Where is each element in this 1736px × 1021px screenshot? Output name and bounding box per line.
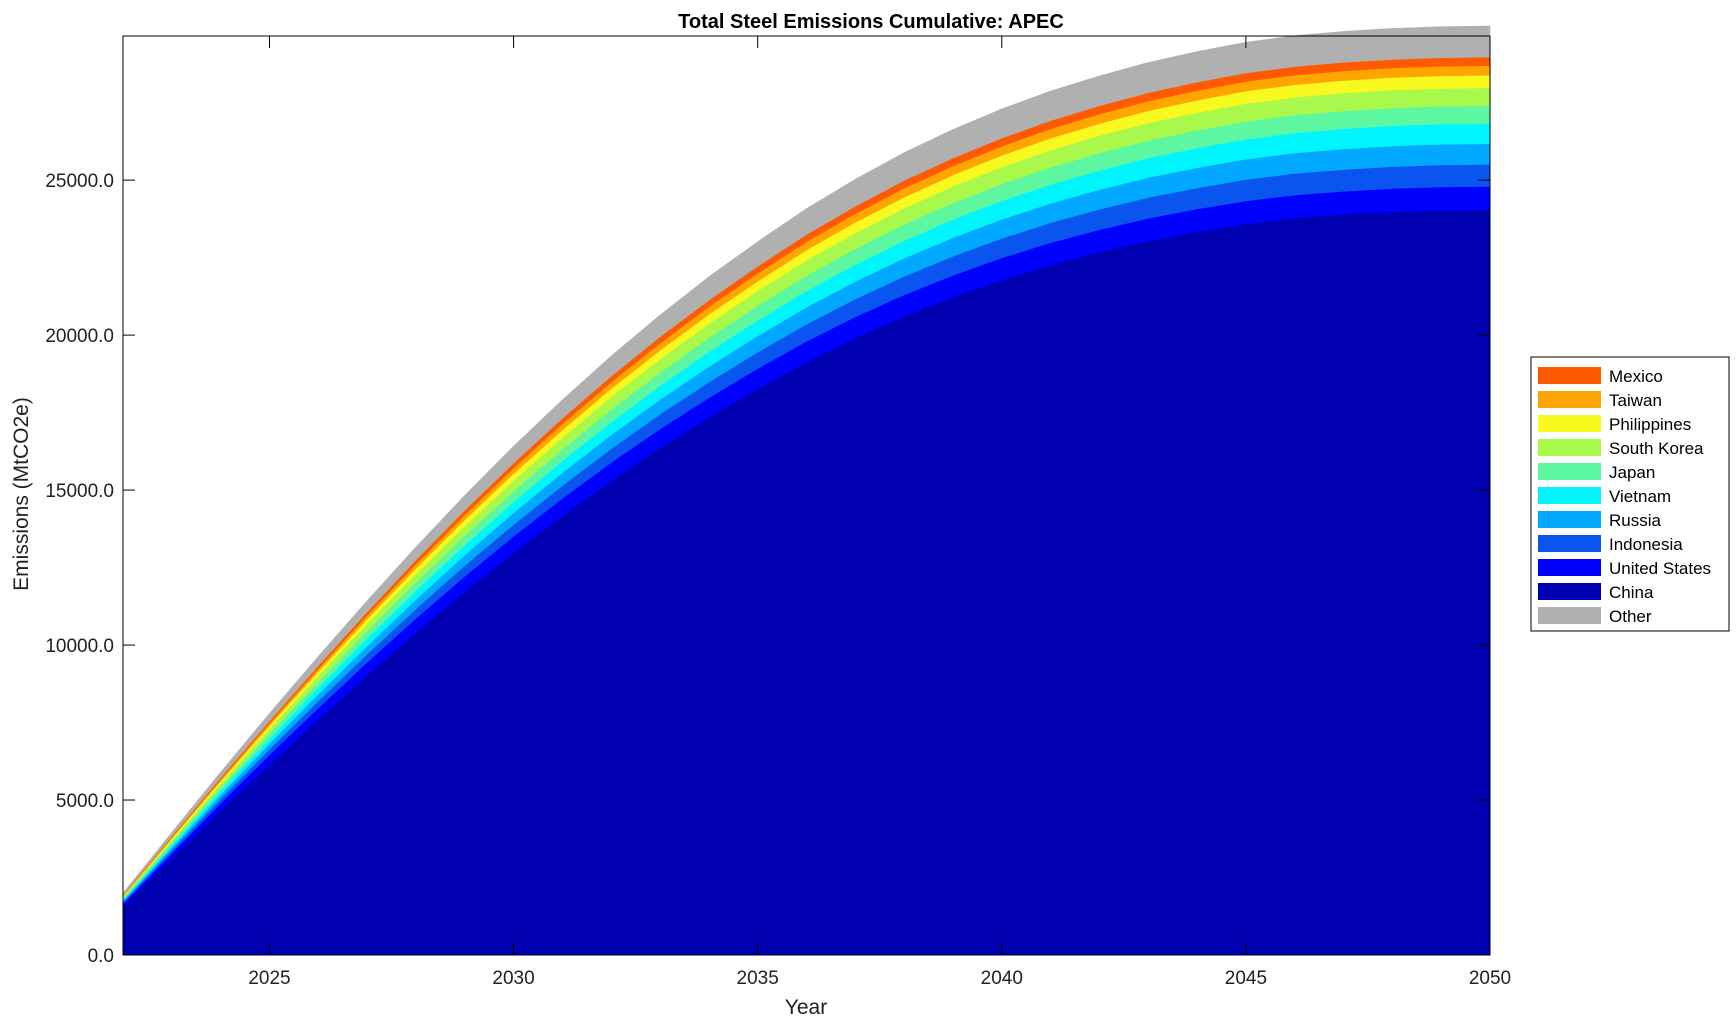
legend-swatch [1538, 583, 1601, 600]
x-tick-label: 2035 [737, 968, 779, 989]
chart-title: Total Steel Emissions Cumulative: APEC [678, 11, 1064, 33]
x-axis-label: Year [785, 996, 827, 1019]
x-tick-label: 2050 [1469, 968, 1511, 989]
plot-frame [122, 35, 1491, 956]
legend-swatch [1538, 487, 1601, 504]
x-tick-label: 2040 [981, 968, 1023, 989]
legend-label: Vietnam [1609, 487, 1671, 506]
y-tick-label: 10000.0 [45, 636, 114, 657]
y-tick-label: 25000.0 [45, 171, 114, 192]
legend-swatch [1538, 607, 1601, 624]
legend-label: Mexico [1609, 367, 1663, 386]
legend-swatch [1538, 367, 1601, 384]
legend-label: Taiwan [1609, 391, 1662, 410]
x-tick-label: 2030 [492, 968, 534, 989]
legend-swatch [1538, 463, 1601, 480]
legend-label: United States [1609, 559, 1711, 578]
legend-swatch [1538, 439, 1601, 456]
y-tick-label: 20000.0 [45, 326, 114, 347]
legend-swatch [1538, 511, 1601, 528]
legend: Mexico Taiwan Philippines South Korea Japan V… [1530, 356, 1730, 632]
legend-label: Japan [1609, 463, 1655, 482]
legend-swatch [1538, 559, 1601, 576]
legend-swatch [1538, 391, 1601, 408]
legend-swatch [1538, 535, 1601, 552]
legend-label: Indonesia [1609, 535, 1683, 554]
x-tick-label: 2025 [248, 968, 290, 989]
areas-layer [122, 25, 1491, 956]
legend-label: Other [1609, 607, 1652, 626]
legend-label: Russia [1609, 511, 1662, 530]
ticks-layer: 2025 2030 2035 2040 2045 2050 0.0 5000.0 10000.0… [45, 36, 1511, 989]
legend-label: Philippines [1609, 415, 1691, 434]
y-tick-label: 5000.0 [56, 791, 114, 812]
x-tick-label: 2045 [1225, 968, 1267, 989]
legend-label: South Korea [1609, 439, 1704, 458]
y-tick-label: 15000.0 [45, 481, 114, 502]
y-axis-label: Emissions (MtCO2e) [10, 397, 33, 591]
legend-label: China [1609, 583, 1654, 602]
legend-swatch [1538, 415, 1601, 432]
y-tick-label: 0.0 [88, 946, 114, 967]
